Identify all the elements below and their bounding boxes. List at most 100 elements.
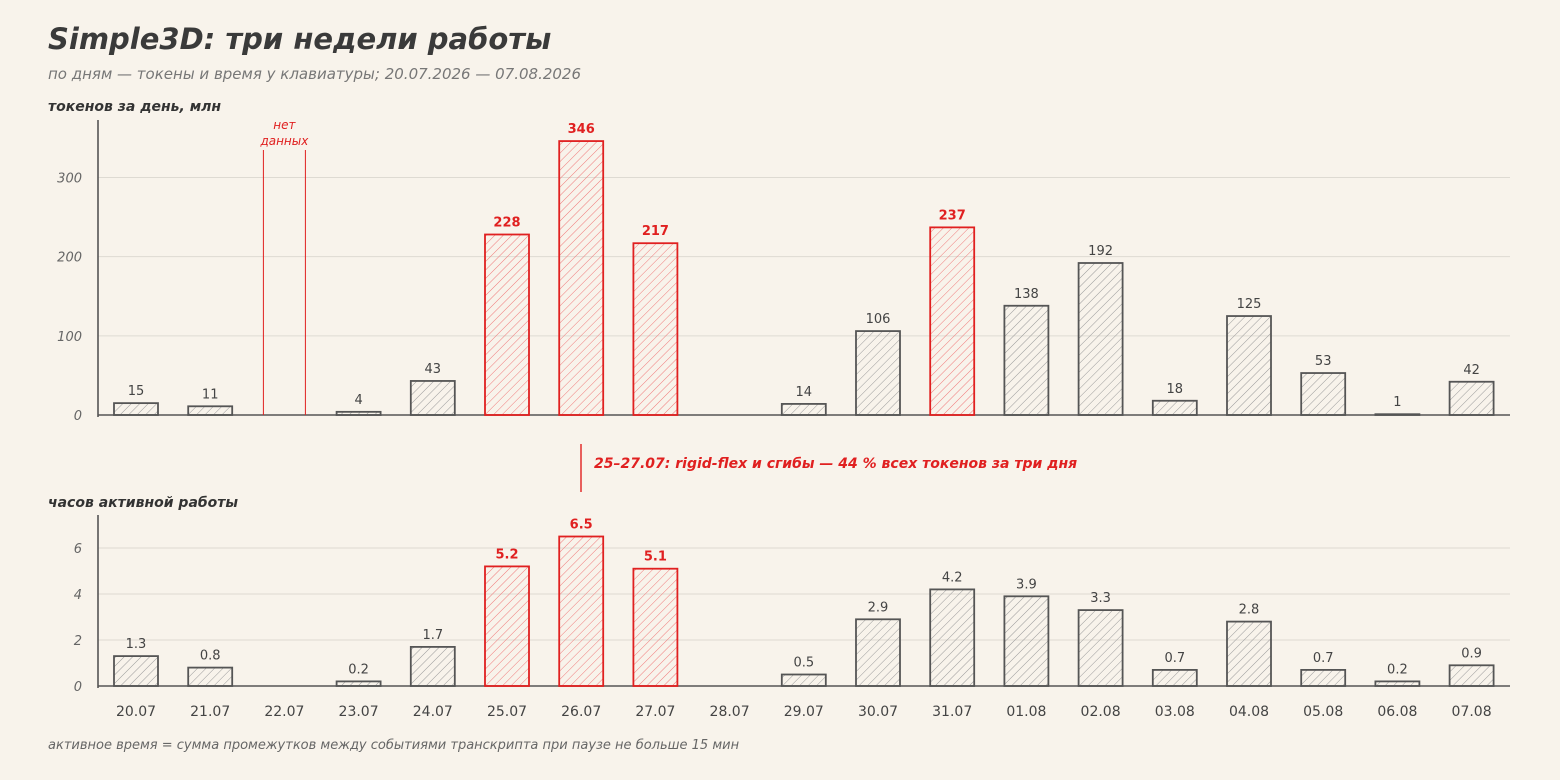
y-axis-title: часов активной работы [48,495,238,511]
value-label: 192 [1088,244,1113,259]
bar-31.07 [929,588,976,687]
value-label: 2.8 [1239,603,1260,618]
bar-07.08 [1448,664,1495,687]
x-tick-label: 01.08 [1006,704,1046,720]
bar-25.07 [484,565,530,687]
bar-26.07 [558,535,605,687]
bar-21.07 [187,405,234,416]
value-label: 3.9 [1016,577,1037,592]
x-tick-label: 06.08 [1377,704,1417,720]
value-label: 0.7 [1164,651,1185,666]
value-label: 237 [939,208,966,223]
value-label: 106 [866,312,891,327]
bar-24.07 [409,646,456,687]
value-label: 15 [128,384,145,399]
x-tick-label: 25.07 [487,704,527,720]
value-label: 43 [425,362,442,377]
bar-29.07 [780,673,827,687]
value-label: 228 [493,216,520,231]
value-label: 0.2 [1387,662,1408,677]
y-tick-label: 6 [74,542,82,557]
value-label: 125 [1237,297,1262,312]
value-label: 4 [354,393,362,408]
bar-04.08 [1226,315,1272,416]
bar-01.08 [1003,304,1050,416]
bar-24.07 [409,380,456,416]
tokens-chart: токенов за день, млн 0 100 200 300 15 11 4 43 228… [48,99,1510,424]
value-label: 11 [202,387,219,402]
x-tick-label: 30.07 [858,704,898,720]
value-label: 4.2 [942,570,963,585]
value-label: 0.9 [1461,646,1482,661]
value-label: 0.2 [348,662,369,677]
bar-23.07 [335,410,382,416]
bar-29.07 [780,403,827,416]
y-tick-label: 300 [57,172,82,187]
bar-31.07 [929,226,976,416]
bar-05.08 [1300,372,1347,416]
bar-20.07 [113,402,159,416]
no-data-label: нет [273,118,296,132]
bar-04.08 [1226,620,1272,687]
value-label: 0.5 [793,656,814,671]
bar-20.07 [113,655,159,687]
value-label: 42 [1463,363,1480,378]
value-label: 3.3 [1090,591,1111,606]
x-tick-label: 05.08 [1303,704,1343,720]
hours-chart: часов активной работы 0 2 4 6 1.3 20.07 0.8 21.0… [48,495,1510,720]
bar-27.07 [632,567,679,687]
value-label: 5.2 [495,547,518,562]
x-tick-label: 03.08 [1155,704,1195,720]
x-tick-label: 02.08 [1081,704,1121,720]
y-tick-label: 2 [74,634,82,649]
bar-01.08 [1003,595,1050,687]
bar-27.07 [632,242,679,416]
value-label: 2.9 [868,600,889,615]
value-label: 6.5 [570,518,593,533]
bar-07.08 [1448,380,1495,416]
bar-30.07 [855,618,901,687]
y-tick-label: 0 [74,680,82,695]
x-tick-label: 28.07 [710,704,750,720]
x-tick-label: 04.08 [1229,704,1269,720]
y-tick-label: 100 [57,330,82,345]
bar-23.07 [335,680,382,687]
bar-02.08 [1077,609,1124,687]
value-label: 138 [1014,287,1039,302]
value-label: 1.7 [422,628,443,643]
x-tick-label: 29.07 [784,704,824,720]
bar-06.08 [1374,413,1421,416]
chart-title: Simple3D: три недели работы [48,22,552,56]
x-tick-label: 07.08 [1452,704,1492,720]
bar-03.08 [1151,669,1198,687]
value-label: 0.8 [200,649,221,664]
no-data-label: данных [259,134,309,148]
bar-25.07 [484,233,530,416]
y-tick-label: 200 [57,251,82,266]
value-label: 1.3 [126,637,147,652]
value-label: 5.1 [644,550,667,565]
bar-21.07 [187,666,234,687]
y-tick-label: 4 [74,588,82,603]
x-tick-label: 20.07 [116,704,156,720]
x-tick-label: 26.07 [561,704,601,720]
bar-02.08 [1077,262,1124,416]
footnote: активное время = сумма промежутков между… [48,738,740,753]
value-label: 0.7 [1313,651,1334,666]
x-tick-label: 24.07 [413,704,453,720]
y-tick-label: 0 [74,409,82,424]
callout-text: 25–27.07: rigid-flex и сгибы — 44 % всех… [594,456,1077,472]
y-axis-title: токенов за день, млн [48,99,221,115]
value-label: 53 [1315,354,1332,369]
bar-03.08 [1151,399,1198,416]
value-label: 1 [1393,395,1401,410]
value-label: 18 [1167,382,1184,397]
value-label: 346 [568,122,595,137]
value-label: 217 [642,224,669,239]
x-tick-label: 23.07 [339,704,379,720]
bar-30.07 [855,330,901,416]
x-tick-label: 27.07 [635,704,675,720]
callout: 25–27.07: rigid-flex и сгибы — 44 % всех… [580,444,1077,492]
